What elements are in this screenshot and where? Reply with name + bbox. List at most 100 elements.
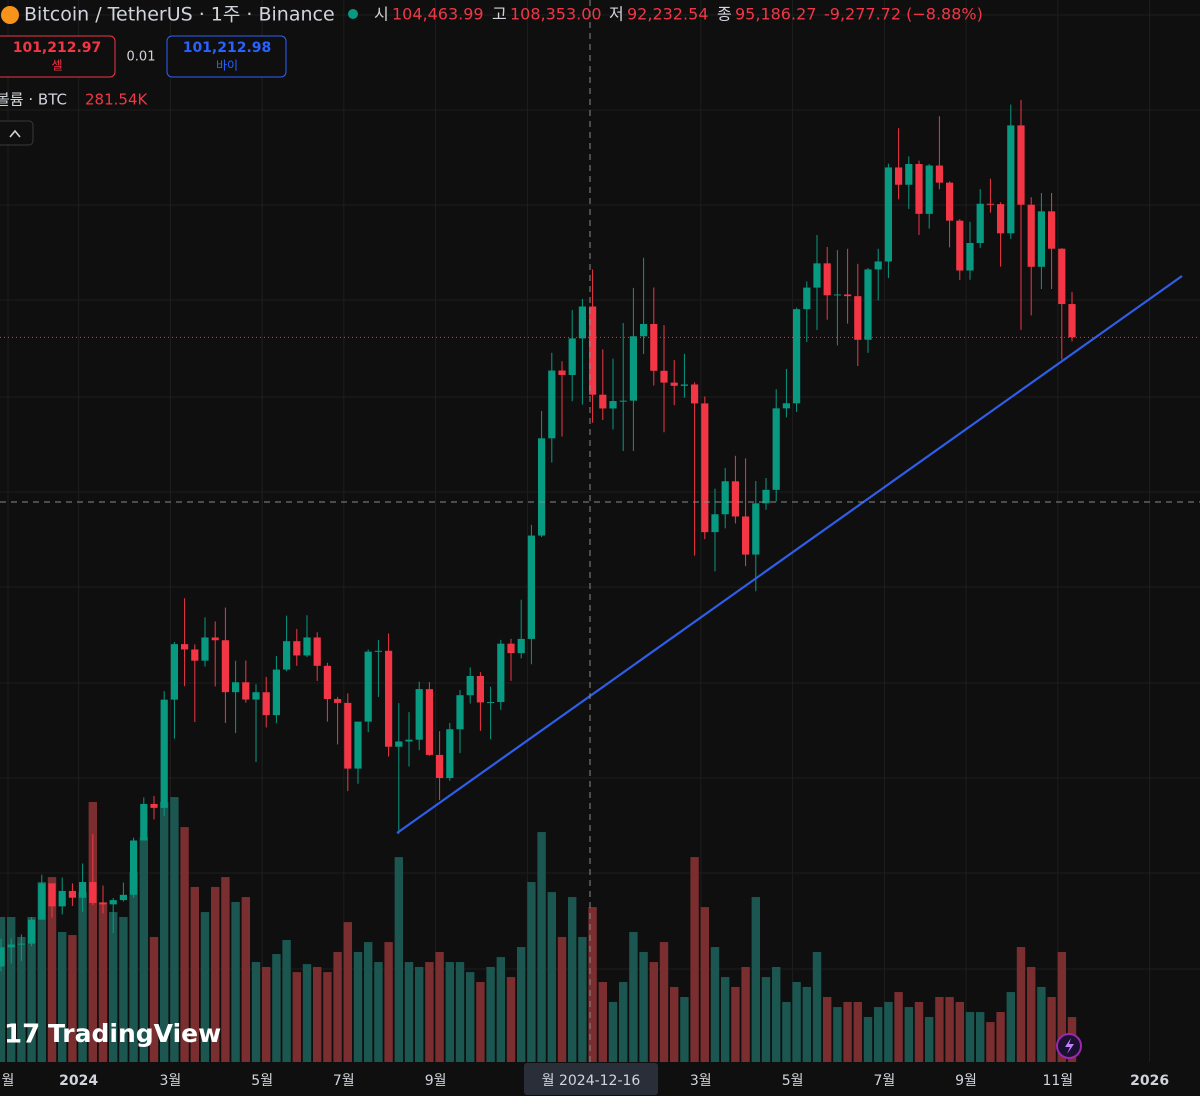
sell-label: 셀 bbox=[51, 59, 62, 73]
candle-body bbox=[28, 919, 36, 944]
volume-bar bbox=[537, 832, 546, 1062]
volume-bar bbox=[649, 962, 658, 1062]
x-tick-label: 9월 bbox=[425, 1073, 447, 1089]
candle-body bbox=[79, 882, 87, 898]
volume-bar bbox=[0, 916, 6, 1062]
volume-bar bbox=[721, 977, 730, 1062]
candle-body bbox=[89, 882, 97, 903]
volume-bar bbox=[221, 877, 230, 1062]
volume-bar bbox=[731, 986, 740, 1062]
volume-bar bbox=[547, 892, 556, 1062]
volume-bar bbox=[98, 901, 108, 1062]
buy-price: 101,212.98 bbox=[183, 40, 272, 56]
candle-body bbox=[283, 641, 291, 670]
volume-bar bbox=[761, 977, 771, 1062]
candle-body bbox=[578, 306, 586, 339]
x-tick-label: 7월 bbox=[333, 1073, 355, 1089]
volume-bar bbox=[874, 1007, 883, 1062]
candle-body bbox=[436, 754, 444, 779]
candle-body bbox=[252, 692, 260, 700]
candle-body bbox=[660, 370, 668, 383]
candle-body bbox=[272, 669, 280, 716]
volume-bar bbox=[384, 942, 393, 1062]
candle-body bbox=[201, 637, 209, 661]
volume-bar bbox=[904, 1007, 913, 1062]
volume-bar bbox=[1016, 947, 1026, 1062]
volume-bar bbox=[200, 912, 210, 1062]
volume-bar bbox=[68, 935, 77, 1062]
volume-bar bbox=[639, 951, 648, 1062]
volume-bar bbox=[445, 962, 454, 1062]
buy-label: 바이 bbox=[216, 59, 238, 73]
candle-body bbox=[354, 721, 362, 769]
symbol-title[interactable]: Bitcoin / TetherUS · 1주 · Binance bbox=[24, 4, 335, 26]
candle-body bbox=[558, 370, 566, 375]
candle-body bbox=[793, 309, 801, 404]
volume-bar bbox=[527, 882, 536, 1062]
collapse-icon bbox=[9, 129, 21, 138]
market-status[interactable] bbox=[348, 9, 358, 19]
volume-bar bbox=[965, 1012, 975, 1062]
candle-body bbox=[160, 699, 168, 808]
candle-body bbox=[466, 675, 474, 696]
volume-bar bbox=[7, 916, 16, 1062]
candle-body bbox=[680, 384, 688, 386]
volume-bar bbox=[292, 972, 301, 1062]
candle-body bbox=[446, 729, 454, 779]
candle-body bbox=[833, 294, 841, 296]
candle-body bbox=[58, 890, 66, 907]
volume-bar bbox=[1006, 992, 1015, 1062]
volume-bar bbox=[843, 1001, 852, 1062]
volume-bar bbox=[955, 1001, 964, 1062]
buy-button[interactable] bbox=[166, 35, 287, 78]
ohlc-label: 종 bbox=[717, 5, 732, 24]
volume-bar bbox=[394, 857, 403, 1062]
x-tick-label: 5월 bbox=[782, 1073, 804, 1089]
candle-body bbox=[701, 403, 709, 533]
volume-bar bbox=[139, 836, 148, 1062]
volume-bar bbox=[517, 947, 526, 1062]
candle-body bbox=[609, 401, 617, 409]
volume-bar bbox=[415, 966, 424, 1062]
volume-bar bbox=[751, 897, 760, 1062]
candle-body bbox=[48, 883, 56, 907]
volume-title: 볼륨 · BTC bbox=[0, 91, 67, 109]
volume-bar bbox=[1047, 997, 1056, 1062]
candle-body bbox=[619, 400, 627, 402]
x-tick-label: 3월 bbox=[690, 1073, 712, 1089]
volume-bar bbox=[58, 932, 67, 1062]
volume-bar bbox=[986, 1022, 995, 1062]
candle-body bbox=[650, 324, 658, 371]
volume-bar bbox=[333, 951, 342, 1062]
sell-button[interactable] bbox=[0, 35, 116, 78]
candle-body bbox=[874, 261, 882, 270]
candle-body bbox=[476, 675, 484, 703]
candle-body bbox=[109, 900, 117, 905]
volume-bar bbox=[160, 802, 169, 1062]
candle-body bbox=[7, 944, 15, 948]
volume-bar bbox=[129, 872, 138, 1062]
candle-body bbox=[293, 641, 301, 656]
candle-body bbox=[68, 890, 76, 898]
candle-body bbox=[966, 243, 974, 271]
trend-line[interactable] bbox=[396, 275, 1183, 834]
volume-bar bbox=[914, 1001, 924, 1062]
candle-body bbox=[548, 370, 556, 439]
volume-bar bbox=[741, 966, 750, 1062]
volume-bar bbox=[282, 939, 291, 1062]
candle-body bbox=[813, 263, 821, 288]
x-tick-label: 2024 bbox=[59, 1073, 98, 1089]
candle-body bbox=[313, 637, 321, 666]
x-tick-label: 7월 bbox=[874, 1073, 896, 1089]
x-axis: 월20243월5월7월9월13월5월7월9월11월2026월 2024-12-1… bbox=[0, 1062, 1200, 1096]
volume-bar bbox=[823, 997, 832, 1062]
x-tick-label: 9월 bbox=[955, 1073, 977, 1089]
volume-bar bbox=[476, 981, 485, 1062]
crosshair-label-box bbox=[524, 1063, 658, 1095]
candle-body bbox=[711, 514, 719, 533]
logo: TradingView bbox=[48, 1019, 221, 1048]
volume-bar bbox=[27, 916, 36, 1062]
volume-bar bbox=[782, 1001, 791, 1062]
volume-bar bbox=[78, 892, 87, 1062]
